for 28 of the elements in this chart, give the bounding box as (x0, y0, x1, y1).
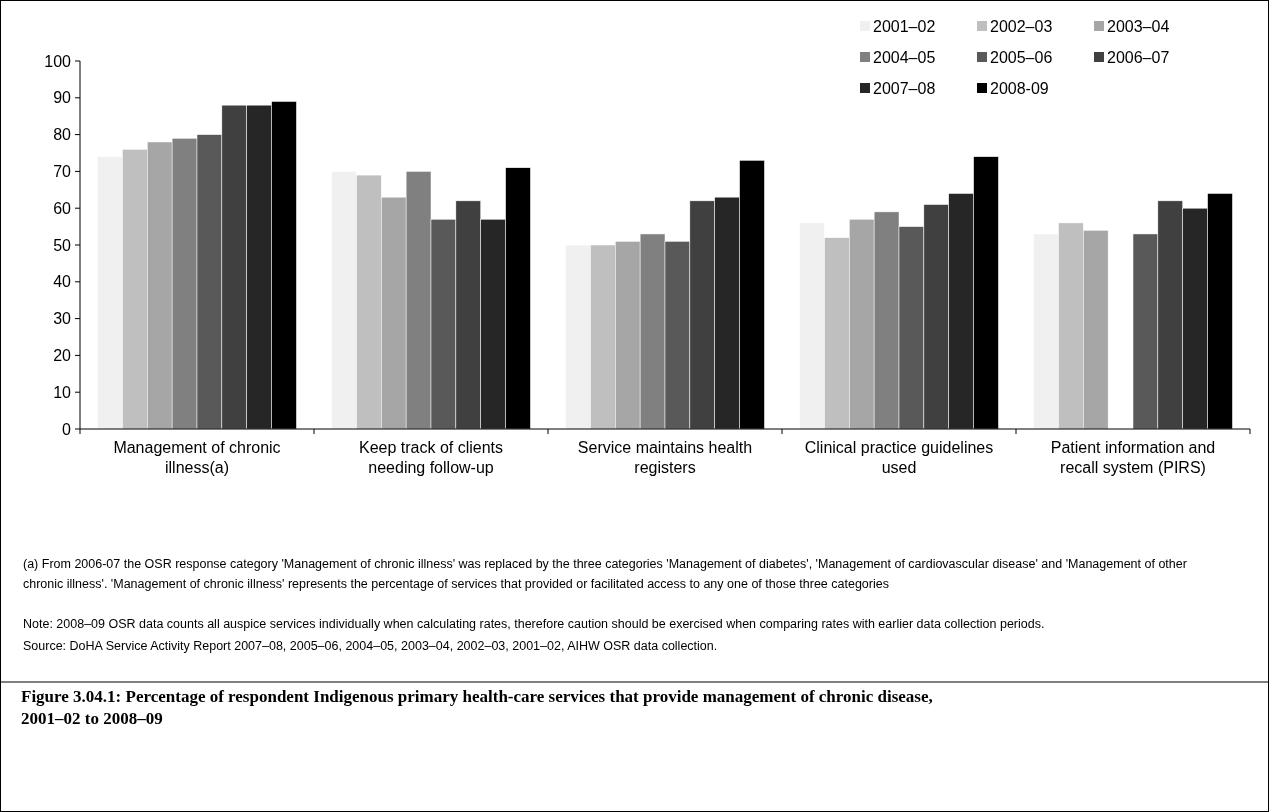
x-tick-label: Management of chronic illness(a) (113, 439, 281, 476)
legend-label: 2004–05 (873, 48, 936, 66)
text: (a) From 2006-07 the OSR response category 'Management of chronic illness' was replaced by the three categories 'Management of diabetes', 'Management of cardiovascular disease' and 'Management of other chronic illness'. 'Management of chronic illness' represents the percentage of services that provided or facilitated access to any one of those three categories (23, 557, 1187, 591)
legend-label: 2005–06 (990, 48, 1053, 66)
y-tick-label: 100 (44, 52, 72, 70)
y-tick-label: 60 (53, 199, 72, 217)
legend-label: 2008-09 (990, 79, 1049, 97)
y-tick-label: 70 (53, 163, 72, 180)
x-tick-label: Service maintains health registers (577, 439, 753, 476)
x-tick-label: Patient information and recall system (PIRS) (1050, 439, 1216, 476)
text: Note: 2008–09 OSR data counts all auspice services individually when calculating rates, therefore caution should be exercised when comparing rates with earlier data collection periods. (23, 617, 1045, 631)
legend-label: 2003–04 (1107, 17, 1170, 35)
legend-label: 2006–07 (1107, 48, 1170, 66)
legend-label: 2002–03 (990, 17, 1053, 35)
y-tick-label: 10 (53, 383, 72, 401)
source-note: Source: DoHA Service Activity Report 2007–08, 2005–06, 2004–05, 2003–04, 2002–03, 2001–02, AIHW OSR data collection. (23, 639, 718, 653)
y-tick-label: 80 (53, 126, 72, 144)
x-tick-label: Clinical practice guidelines used (804, 439, 994, 476)
y-tick-label: 40 (53, 273, 72, 291)
y-tick-label: 0 (62, 420, 72, 438)
y-tick-label: 30 (53, 310, 72, 328)
legend-label: 2001–02 (873, 17, 936, 35)
y-tick-label: 90 (53, 89, 72, 107)
x-tick-label: Keep track of clients needing follow-up (358, 439, 504, 476)
legend-label: 2007–08 (873, 79, 936, 97)
text: Figure 3.04.1: Percentage of respondent Indigenous primary health-care services that provide management of chronic disease, 2001–02 to 2008–09 (21, 687, 933, 728)
y-tick-label: 50 (53, 236, 72, 254)
y-tick-label: 20 (53, 347, 72, 364)
